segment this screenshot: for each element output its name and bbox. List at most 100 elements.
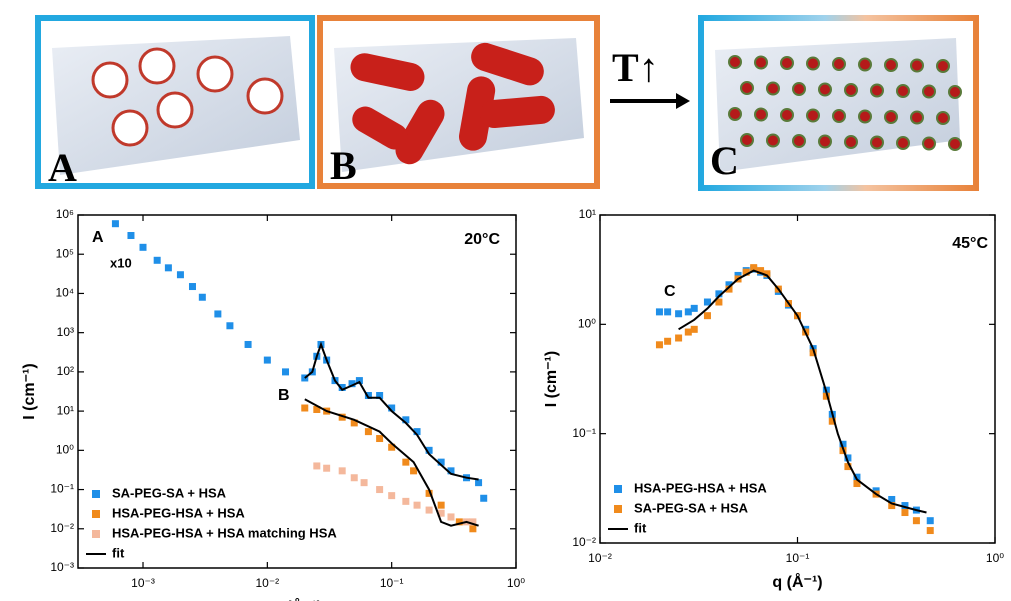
data-point xyxy=(214,310,221,317)
data-point xyxy=(245,341,252,348)
data-point xyxy=(388,492,395,499)
fit-line xyxy=(679,271,927,513)
y-tick-label: 10⁰ xyxy=(578,317,596,331)
data-point xyxy=(913,517,920,524)
x-tick-label: 10⁻² xyxy=(255,576,279,590)
data-point xyxy=(226,322,233,329)
panel-label: A xyxy=(48,145,77,190)
y-tick-label: 10² xyxy=(57,364,74,378)
arrow xyxy=(610,93,690,109)
data-point xyxy=(656,308,663,315)
micelle xyxy=(767,83,779,95)
data-point xyxy=(927,517,934,524)
annotation: x10 xyxy=(110,255,132,270)
annotation: A xyxy=(92,229,104,246)
micelle xyxy=(755,57,767,69)
data-point xyxy=(438,502,445,509)
annotation: 20°C xyxy=(464,231,500,248)
legend-label: HSA-PEG-HSA + HSA xyxy=(634,480,767,495)
micelle xyxy=(767,135,779,147)
data-point xyxy=(361,479,368,486)
micelle xyxy=(833,58,845,70)
micelle xyxy=(949,138,961,150)
y-axis-label: I (cm⁻¹) xyxy=(21,363,38,419)
x-tick-label: 10⁻¹ xyxy=(786,551,810,565)
y-tick-label: 10³ xyxy=(57,325,74,339)
micelle xyxy=(741,82,753,94)
micelle xyxy=(729,56,741,68)
data-point xyxy=(469,525,476,532)
y-tick-label: 10¹ xyxy=(57,403,74,417)
legend-label: SA-PEG-SA + HSA xyxy=(112,485,227,500)
micelle xyxy=(793,83,805,95)
legend-label: SA-PEG-SA + HSA xyxy=(634,500,749,515)
schematic-b xyxy=(320,18,597,186)
y-tick-label: 10⁻¹ xyxy=(50,482,74,496)
legend-label: fit xyxy=(112,545,125,560)
micelle xyxy=(819,136,831,148)
legend-label: HSA-PEG-HSA + HSA matching HSA xyxy=(112,525,337,540)
legend-swatch xyxy=(614,485,622,493)
y-tick-label: 10⁴ xyxy=(55,286,74,300)
micelle xyxy=(923,138,935,150)
legend-swatch xyxy=(92,490,100,498)
data-point xyxy=(402,459,409,466)
micelle xyxy=(729,108,741,120)
x-tick-label: 10⁰ xyxy=(986,551,1004,565)
x-axis-label: q (Å⁻¹) xyxy=(772,572,822,591)
data-point xyxy=(414,502,421,509)
y-tick-label: 10⁻¹ xyxy=(572,426,596,440)
annotation: C xyxy=(664,283,676,300)
data-point xyxy=(664,308,671,315)
micelle xyxy=(793,135,805,147)
y-tick-label: 10⁻² xyxy=(572,535,596,549)
y-tick-label: 10⁵ xyxy=(56,246,74,260)
data-point xyxy=(675,310,682,317)
micelle xyxy=(937,112,949,124)
micelle xyxy=(897,137,909,149)
x-tick-label: 10⁻³ xyxy=(131,576,155,590)
micelle xyxy=(859,59,871,71)
micelle xyxy=(885,59,897,71)
figure: A B C T↑ 10⁻³10⁻²10⁻¹10⁰10⁻³10⁻²10⁻¹10⁰1… xyxy=(0,0,1011,601)
data-point xyxy=(365,428,372,435)
data-point xyxy=(323,465,330,472)
micelle xyxy=(911,60,923,72)
data-point xyxy=(339,467,346,474)
x-axis-label: q (Å⁻¹) xyxy=(272,597,322,601)
micelle xyxy=(781,109,793,121)
data-point xyxy=(376,435,383,442)
data-point xyxy=(475,479,482,486)
micelle xyxy=(755,109,767,121)
data-point xyxy=(656,341,663,348)
legend-label: fit xyxy=(634,520,647,535)
data-point xyxy=(480,495,487,502)
y-tick-label: 10⁻² xyxy=(50,521,74,535)
data-point xyxy=(282,368,289,375)
panel-label: C xyxy=(710,138,739,183)
data-point xyxy=(691,305,698,312)
arrow-label: T↑ xyxy=(612,45,659,90)
y-tick-label: 10⁰ xyxy=(56,443,74,457)
micelle xyxy=(923,86,935,98)
legend-swatch xyxy=(92,510,100,518)
micelle xyxy=(897,85,909,97)
data-point xyxy=(127,232,134,239)
data-point xyxy=(264,357,271,364)
y-tick-label: 10⁶ xyxy=(56,207,74,221)
data-point xyxy=(447,513,454,520)
schematic-c xyxy=(701,18,976,188)
data-point xyxy=(675,334,682,341)
data-point xyxy=(140,244,147,251)
micelle xyxy=(845,84,857,96)
data-point xyxy=(189,283,196,290)
micelle xyxy=(949,86,961,98)
annotation: 45°C xyxy=(952,235,988,252)
data-point xyxy=(704,312,711,319)
legend-label: HSA-PEG-HSA + HSA xyxy=(112,505,245,520)
micelle xyxy=(845,136,857,148)
micelle xyxy=(871,85,883,97)
y-axis-label: I (cm⁻¹) xyxy=(543,351,560,407)
data-point xyxy=(154,257,161,264)
micelle xyxy=(807,58,819,70)
